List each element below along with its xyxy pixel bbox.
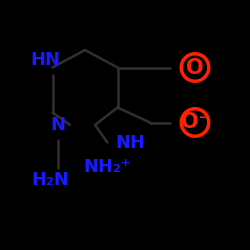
Text: H₂N: H₂N [31,171,69,189]
Text: HN: HN [30,51,60,69]
Text: O: O [186,58,204,78]
Text: O⁻: O⁻ [181,112,209,132]
Text: NH₂⁺: NH₂⁺ [84,158,131,176]
Circle shape [181,109,209,136]
Text: N: N [50,116,65,134]
Circle shape [181,54,209,81]
Text: NH: NH [115,134,145,152]
